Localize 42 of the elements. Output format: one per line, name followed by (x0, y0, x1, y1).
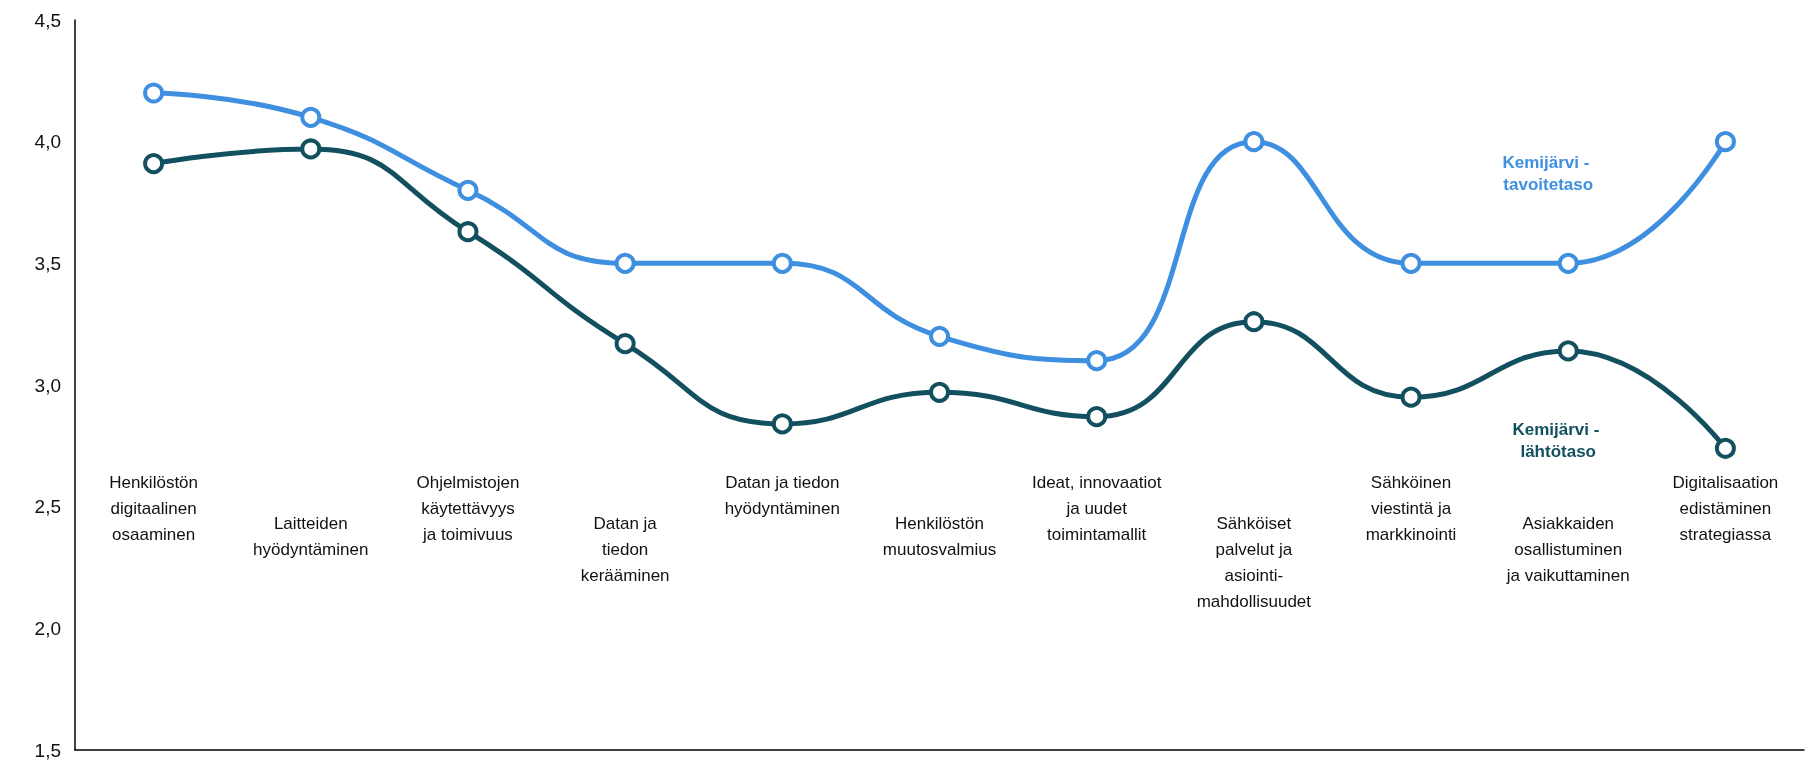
point (1714, 131, 1736, 153)
point (1714, 437, 1736, 459)
point (1400, 252, 1422, 274)
x-tick-label: Sähköiset palvelut ja asiointi- mahdollisuudet (1196, 514, 1312, 611)
point (1557, 252, 1579, 274)
point (1557, 340, 1579, 362)
y-tick-label: 4,5 (34, 9, 61, 31)
y-tick-label: 2,0 (34, 617, 61, 639)
point (929, 381, 950, 403)
point (771, 413, 793, 435)
point (1086, 406, 1108, 428)
point (300, 106, 322, 128)
text: Kemijärvi - lähtötaso (1512, 419, 1605, 461)
x-tick-label: Datan ja tiedon kerääminen (580, 514, 670, 585)
point (1243, 131, 1265, 153)
x-tick-label: Henkilöstön muutosvalmius (882, 514, 997, 559)
x-tick-label: Ideat, innovaatiot ja uudet toimintamallit (1031, 472, 1162, 544)
point (300, 138, 322, 160)
x-tick-label: Henkilöstön digitaalinen osaaminen (109, 472, 198, 544)
point (614, 252, 636, 274)
point (1400, 386, 1422, 408)
point (1086, 350, 1108, 372)
y-tick-label: 1,5 (34, 739, 61, 761)
point (143, 153, 165, 175)
x-tick-label: Datan ja tiedon hyödyntäminen (724, 472, 840, 518)
y-tick-label: 3,0 (34, 374, 61, 396)
point (457, 179, 479, 201)
x-tick-label: Laitteiden hyödyntäminen (253, 514, 369, 559)
y-tick-label: 3,5 (34, 252, 61, 274)
x-tick-label: Ohjelmistojen käytettävyys ja toimivuus (416, 472, 520, 544)
x-tick-label: Digitalisaation edistäminen strategiassa (1672, 472, 1779, 544)
y-tick-label: 4,0 (34, 131, 61, 153)
point (771, 252, 793, 274)
point (614, 333, 636, 355)
point (457, 221, 479, 243)
point (1243, 311, 1265, 333)
x-tick-label: Sähköinen viestintä ja markkinointi (1365, 472, 1457, 544)
y-tick-label: 2,5 (34, 496, 61, 518)
point (929, 325, 950, 347)
text: Kemijärvi - tavoitetaso (1502, 153, 1595, 195)
x-tick-label: Asiakkaiden osallistuminen ja vaikuttaminen (1505, 514, 1630, 585)
point (143, 82, 165, 104)
